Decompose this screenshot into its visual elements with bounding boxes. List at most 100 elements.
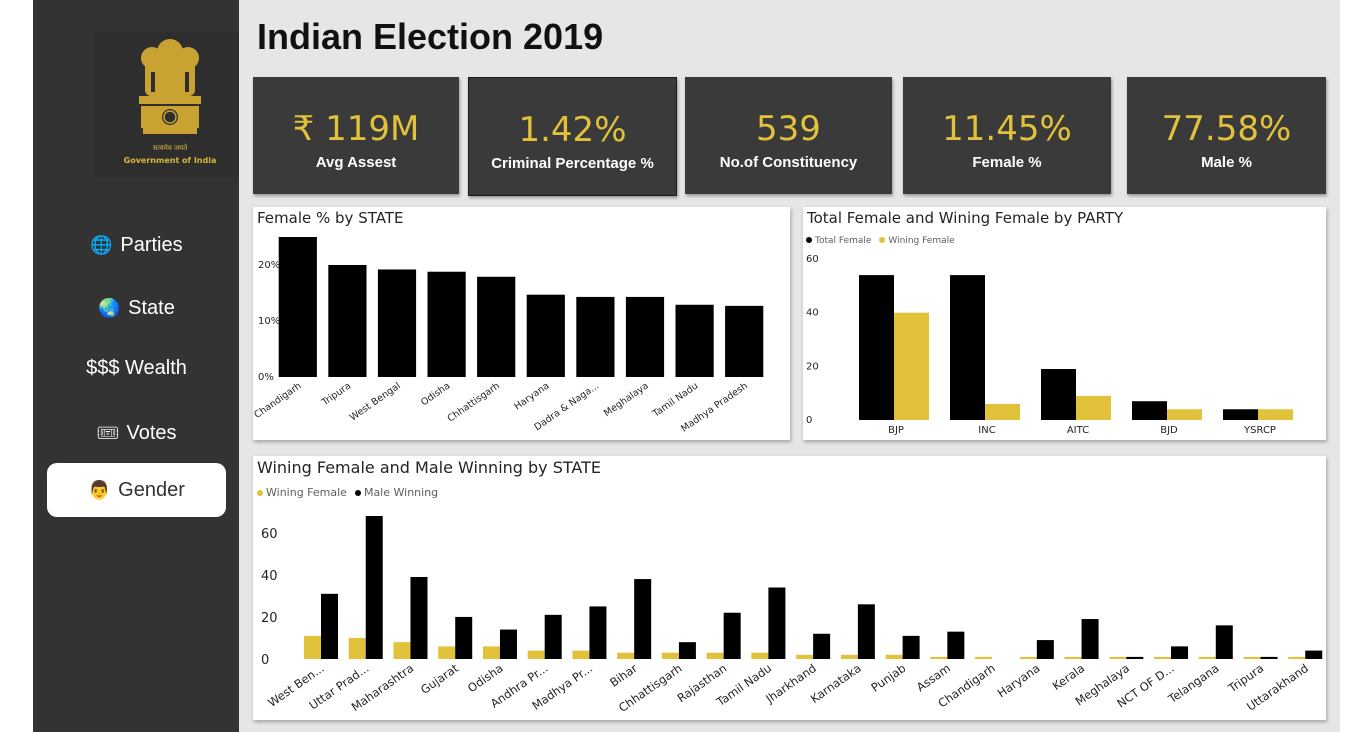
y-tick-label: 10% [258,316,280,327]
y-tick-label: 0% [258,372,274,383]
legend-male-winning: Male Winning [363,486,439,499]
y-tick-label: 40 [261,569,278,584]
nav-wealth[interactable]: $$$ Wealth [47,341,226,395]
bar [348,637,366,659]
kpi-label: Female % [972,154,1042,171]
bar [625,296,665,377]
x-tick-label: YSRCP [1243,425,1276,436]
bar [617,652,635,659]
x-tick-label: Tamil Nadu [650,380,700,420]
nav-state[interactable]: 🌏 State [47,281,226,335]
bar [985,403,1020,420]
chart-female-by-party-plot: 0 20 40 60 BJP INC AITC BJD YSRCP [806,254,1293,436]
bar [1036,640,1054,659]
bar [751,652,769,659]
kpi-card-constituency: 539 No.of Constituency [685,77,892,194]
bar [859,275,894,420]
bar [706,652,724,659]
nav-gender[interactable]: 👨 Gender [47,463,226,517]
bar [1019,656,1037,659]
bar [1081,619,1099,659]
kpi-label: Male % [1201,154,1252,171]
x-tick-label: Assam [914,661,953,694]
sidebar: सत्यमेव जयते Government of India 🌐 Parti… [33,0,245,732]
bar [482,646,500,659]
right-edge [1340,0,1347,732]
chart-female-pct-by-state: Female % by STATE 0% 10% 20% Chandigarh Trip… [253,207,790,440]
y-tick-label: 20 [806,361,819,372]
ticket-icon: 🎟 [96,422,120,443]
bar [1167,409,1202,420]
bar [725,305,764,377]
x-tick-label: Kerala [1050,661,1088,693]
bar [1041,369,1076,420]
chart-title: Wining Female and Male Winning by STATE [257,458,601,477]
globe-icon: 🌐 [90,234,113,255]
legend-item[interactable]: Male Winning [354,486,439,499]
y-tick-label: 0 [261,653,269,668]
nav-parties[interactable]: 🌐 Parties [47,218,226,272]
bar [304,635,321,659]
bar [1109,656,1127,659]
emblem-motto: सत्यमेव जयते [152,144,188,152]
nav-votes-label: Votes [126,421,177,444]
emblem-caption: Government of India [123,156,217,165]
bar [278,237,317,377]
x-tick-label: Chandigarh [253,380,304,420]
earth-icon: 🌏 [98,297,121,318]
nav-votes[interactable]: 🎟 Votes [47,406,226,460]
legend-item[interactable]: Total Female [806,236,871,246]
nav-parties-label: Parties [120,233,183,256]
bar [1076,395,1111,420]
kpi-value: ₹ 119M [292,109,420,149]
x-tick-label: BJD [1160,425,1178,436]
y-tick-label: 40 [806,308,819,319]
kpi-value: 11.45% [942,109,1072,149]
bar [427,271,466,377]
bar [857,604,875,659]
bar [947,631,965,659]
bar [1154,656,1172,659]
bar [634,579,652,659]
x-tick-label: Bihar [607,661,640,690]
chart-legend: Wining Female Male Winning [257,486,438,499]
bar [1171,646,1189,659]
kpi-value: 1.42% [518,110,627,150]
lion-capital-icon [139,39,201,134]
chart-female-by-party: Total Female and Wining Female by PARTY … [803,207,1326,440]
bar [1132,401,1167,420]
y-tick-label: 60 [806,254,819,265]
nav-wealth-label: $$$ Wealth [86,356,187,379]
bar [321,593,338,659]
page-title: Indian Election 2019 [257,16,604,57]
bar [723,612,741,659]
x-tick-label: Karnataka [808,661,864,706]
chart-winning-by-state: Wining Female and Male Winning by STATE … [253,456,1326,720]
kpi-label: Criminal Percentage % [491,155,654,172]
bar [589,606,607,659]
bar [365,516,383,659]
chart-title: Total Female and Wining Female by PARTY [807,209,1124,227]
x-tick-label: BJP [888,425,904,436]
nav-gender-label: Gender [118,478,185,501]
legend-item[interactable]: Wining Female [879,236,955,246]
person-icon: 👨 [88,479,111,500]
legend-item[interactable]: Wining Female [257,486,347,499]
bar [678,642,696,659]
bar [544,614,562,659]
y-tick-label: 20% [258,260,280,271]
x-tick-label: Meghalaya [602,380,651,419]
bar [894,312,929,420]
bar [576,296,615,377]
bar [950,275,985,420]
bar [377,269,417,377]
x-tick-label: Tripura [319,380,353,408]
bar [1064,656,1082,659]
bar [675,304,714,377]
bar [1260,656,1278,659]
x-tick-label: Odisha [419,380,452,408]
bar [840,654,858,659]
bar [438,646,456,659]
bar [477,276,516,377]
